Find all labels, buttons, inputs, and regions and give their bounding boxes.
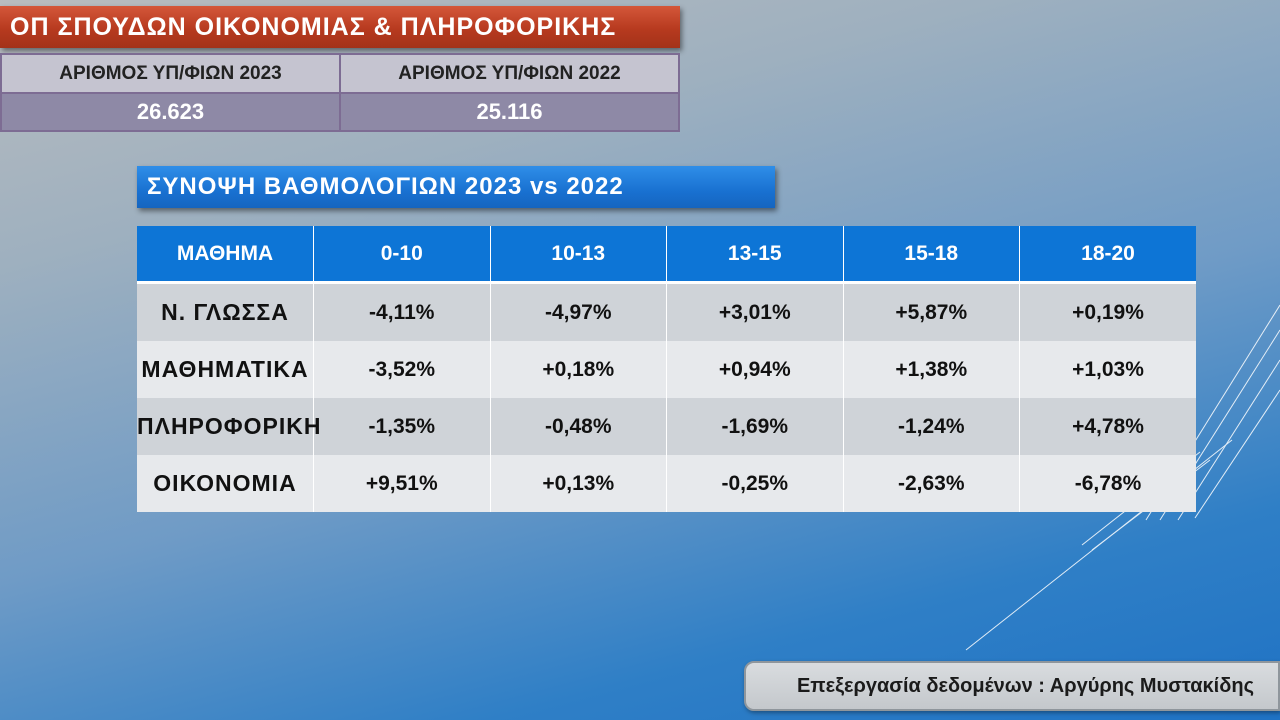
table-cell: +4,78% (1019, 398, 1196, 455)
candidates-2023-value: 26.623 (0, 92, 341, 132)
table-cell: +3,01% (666, 282, 843, 341)
table-row: ΠΛΗΡΟΦΟΡΙΚΗ -1,35% -0,48% -1,69% -1,24% … (137, 398, 1196, 455)
table-cell: +5,87% (842, 282, 1020, 341)
table-header-row: ΜΑΘΗΜΑ 0-10 10-13 13-15 15-18 18-20 (137, 226, 1196, 284)
table-cell: -0,48% (489, 398, 667, 455)
candidates-count-table: ΑΡΙΘΜΟΣ ΥΠ/ΦΙΩΝ 2023 ΑΡΙΘΜΟΣ ΥΠ/ΦΙΩΝ 202… (0, 53, 680, 132)
subject-name: ΜΑΘΗΜΑΤΙΚΑ (137, 341, 314, 398)
table-cell: -1,35% (313, 398, 490, 455)
credit-box: Επεξεργασία δεδομένων : Αργύρης Μυστακίδ… (744, 661, 1280, 711)
table-cell: -2,63% (842, 455, 1020, 512)
table-cell: +1,38% (842, 341, 1020, 398)
subject-name: Ν. ΓΛΩΣΣΑ (137, 282, 314, 341)
candidates-2023-label: ΑΡΙΘΜΟΣ ΥΠ/ΦΙΩΝ 2023 (0, 53, 341, 94)
table-cell: +0,13% (489, 455, 667, 512)
table-cell: -1,24% (842, 398, 1020, 455)
table-cell: -4,97% (489, 282, 667, 341)
column-header-range: 15-18 (842, 226, 1020, 284)
table-cell: -1,69% (666, 398, 843, 455)
column-header-subject: ΜΑΘΗΜΑ (137, 226, 314, 284)
candidates-2022-label: ΑΡΙΘΜΟΣ ΥΠ/ΦΙΩΝ 2022 (339, 53, 680, 94)
table-cell: +9,51% (313, 455, 490, 512)
column-header-range: 10-13 (489, 226, 667, 284)
column-header-range: 18-20 (1019, 226, 1196, 284)
table-row: ΟΙΚΟΝΟΜΙΑ +9,51% +0,13% -0,25% -2,63% -6… (137, 455, 1196, 512)
column-header-range: 13-15 (666, 226, 843, 284)
page-title: ΟΠ ΣΠΟΥΔΩΝ ΟΙΚΟΝΟΜΙΑΣ & ΠΛΗΡΟΦΟΡΙΚΗΣ (0, 6, 680, 48)
grade-summary-table: ΜΑΘΗΜΑ 0-10 10-13 13-15 15-18 18-20 Ν. Γ… (137, 226, 1196, 512)
column-header-range: 0-10 (313, 226, 490, 284)
table-cell: +1,03% (1019, 341, 1196, 398)
table-row: ΜΑΘΗΜΑΤΙΚΑ -3,52% +0,18% +0,94% +1,38% +… (137, 341, 1196, 398)
summary-title: ΣΥΝΟΨΗ ΒΑΘΜΟΛΟΓΙΩΝ 2023 vs 2022 (137, 166, 775, 208)
table-cell: +0,19% (1019, 282, 1196, 341)
table-row: Ν. ΓΛΩΣΣΑ -4,11% -4,97% +3,01% +5,87% +0… (137, 282, 1196, 341)
table-cell: -0,25% (666, 455, 843, 512)
subject-name: ΟΙΚΟΝΟΜΙΑ (137, 455, 314, 512)
candidates-2022-value: 25.116 (339, 92, 680, 132)
subject-name: ΠΛΗΡΟΦΟΡΙΚΗ (137, 398, 321, 455)
table-cell: -6,78% (1019, 455, 1196, 512)
table-cell: -4,11% (313, 282, 490, 341)
table-cell: -3,52% (313, 341, 490, 398)
table-cell: +0,18% (489, 341, 667, 398)
table-cell: +0,94% (666, 341, 843, 398)
